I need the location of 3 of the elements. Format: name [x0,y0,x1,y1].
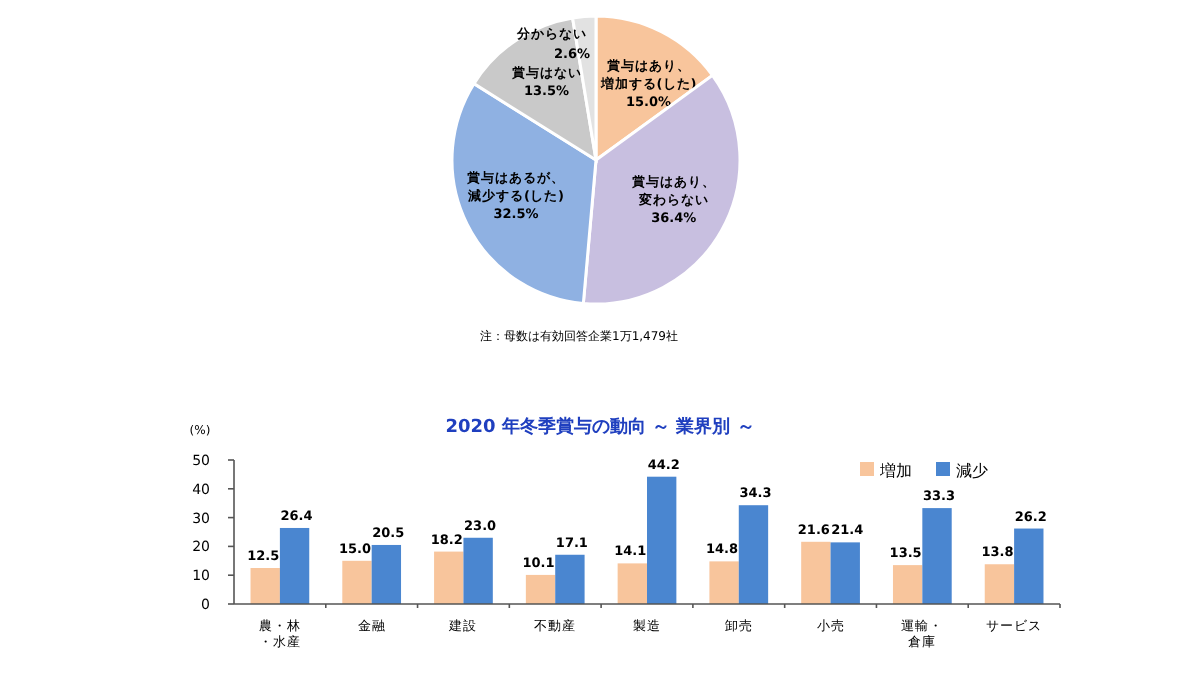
legend-label: 減少 [956,462,988,480]
legend-label: 増加 [878,462,912,480]
chart-title: 2020 年冬季賞与の動向 ～ 業界別 ～ [445,416,755,438]
